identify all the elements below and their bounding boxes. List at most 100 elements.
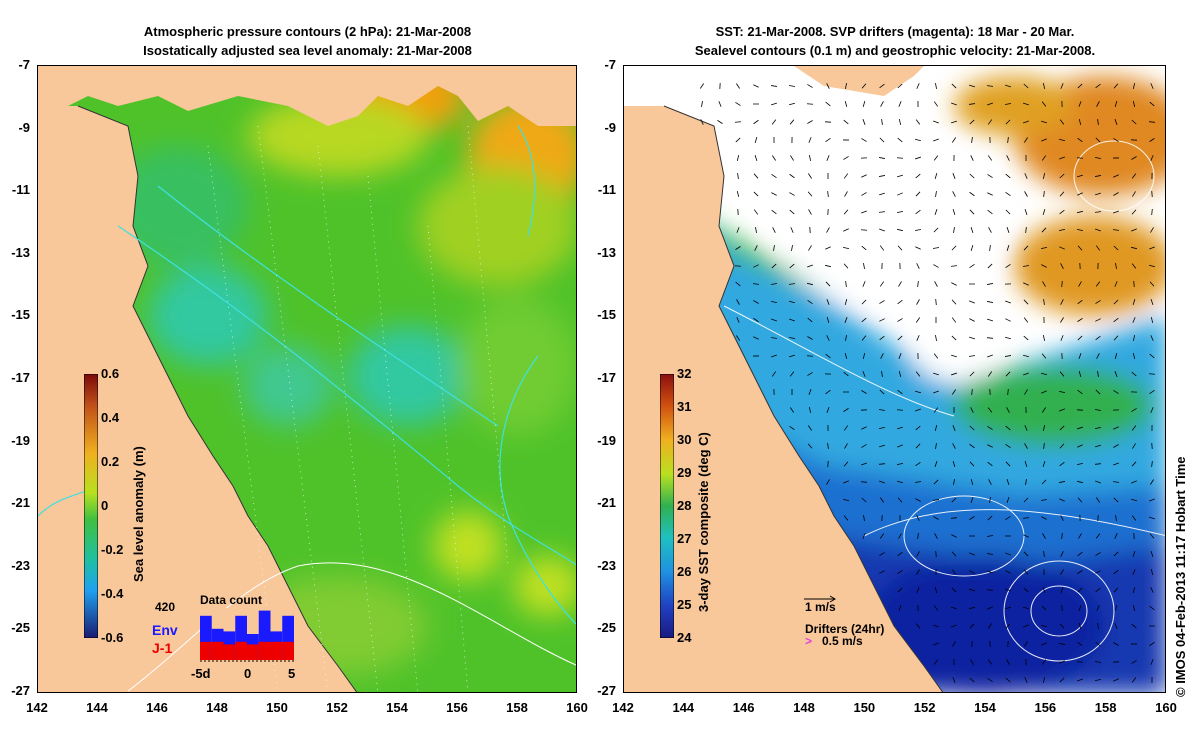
velocity-arrow [1131,263,1137,269]
velocity-arrow [753,300,759,304]
velocity-arrow [807,299,813,305]
velocity-arrow [1024,461,1028,467]
velocity-arrow [933,101,939,107]
velocity-arrow [861,299,867,305]
velocity-arrow [916,515,920,521]
velocity-arrow [1149,605,1155,611]
y-tick-label: -7 [604,57,616,72]
velocity-arrow [986,553,994,555]
velocity-arrow [861,497,867,503]
velocity-arrow [914,229,922,231]
velocity-arrow [807,191,813,197]
velocity-arrow [825,137,831,143]
velocity-arrow [1060,263,1064,269]
velocity-arrow [987,444,993,448]
right-title-line1: SST: 21-Mar-2008. SVP drifters (magenta)… [715,24,1075,39]
velocity-arrow [1023,282,1029,286]
velocity-arrow [969,516,975,520]
velocity-arrow [1097,370,1099,378]
velocity-arrow [843,515,849,521]
velocity-arrow [1061,532,1063,540]
land-new-guinea-sst [624,66,924,96]
velocity-arrow [1148,121,1156,123]
velocity-arrow [843,408,849,412]
velocity-arrow [934,533,938,539]
velocity-arrow [1115,262,1117,270]
velocity-arrow [808,137,812,143]
velocity-arrow [1024,425,1028,431]
velocity-arrow [1023,569,1029,575]
velocity-arrow [879,245,885,251]
velocity-arrow [1150,316,1154,324]
velocity-arrow [1150,83,1154,89]
right-title-line2: Sealevel contours (0.1 m) and geostrophi… [694,43,1096,58]
velocity-arrow [753,191,759,197]
velocity-arrow [1132,551,1136,557]
velocity-arrow [1023,120,1029,124]
colorbar-tick-label: 29 [677,465,692,480]
velocity-arrow [897,335,903,341]
velocity-arrow [1113,426,1119,430]
velocity-arrow [826,155,830,161]
velocity-arrow [879,389,885,395]
velocity-arrow [1006,497,1010,503]
velocity-arrow [987,461,993,467]
sea-level-anomaly-map [37,65,577,693]
velocity-arrow [845,82,847,90]
velocity-arrow [1041,642,1047,646]
velocity-arrow [807,173,813,179]
velocity-arrow [933,605,939,611]
x-tick-label: 152 [326,700,348,715]
velocity-arrow [951,317,957,323]
velocity-arrow [1114,101,1118,107]
velocity-arrow [1150,155,1154,161]
velocity-arrow [808,245,812,251]
velocity-arrow [1041,155,1047,161]
velocity-arrow [861,192,867,196]
colorbar-tick-label: 25 [677,597,692,612]
velocity-arrow [806,282,814,286]
j1-count-bar [235,641,247,660]
velocity-arrow [916,83,920,89]
sst-colorbar-label: 3-day SST composite (deg C) [696,432,711,612]
velocity-arrow [915,173,921,179]
x-tick-label: 148 [206,700,228,715]
velocity-arrow [1132,604,1136,612]
velocity-arrow [861,444,867,448]
velocity-arrow [915,425,921,431]
velocity-arrow [862,100,866,108]
velocity-arrow [1132,352,1136,360]
velocity-arrow [951,624,957,628]
colorbar-tick-label: 0.4 [101,410,120,425]
velocity-arrow [1113,390,1119,394]
colorbar-tick-label: 0.6 [101,366,120,381]
velocity-arrow [1133,280,1135,288]
velocity-arrow [897,299,903,305]
velocity-arrow [862,533,866,539]
velocity-arrow [1131,209,1137,215]
velocity-arrow [1131,119,1137,125]
imos-credit: © IMOS 04-Feb-2013 11:17 Hobart Time [1173,456,1188,697]
inset-tick-0: 0 [244,666,252,681]
velocity-arrow [1094,427,1102,429]
velocity-arrow [935,442,937,450]
env-count-bar [282,615,294,660]
velocity-arrow [935,298,937,306]
velocity-arrow [1095,389,1101,395]
velocity-arrow [753,336,759,340]
velocity-arrow [1078,118,1082,126]
velocity-arrow [825,101,831,107]
velocity-arrow [843,156,849,160]
velocity-arrow [917,532,919,540]
velocity-arrow [879,570,885,574]
velocity-arrow [933,390,939,394]
velocity-arrow [1112,481,1120,483]
velocity-arrow [1077,137,1083,143]
velocity-arrow [807,372,813,376]
velocity-arrow [1149,641,1155,647]
velocity-arrow [736,299,740,305]
y-tick-label: -11 [11,182,30,198]
velocity-arrow [1024,173,1028,179]
legend-j1: J-1 [152,640,173,656]
velocity-arrow [734,265,742,267]
